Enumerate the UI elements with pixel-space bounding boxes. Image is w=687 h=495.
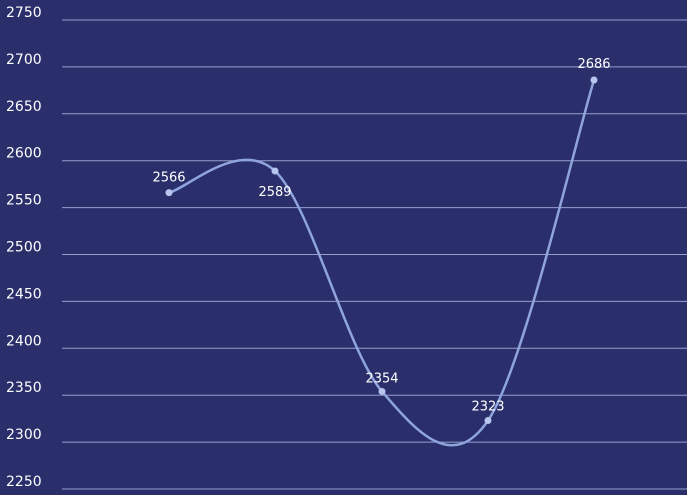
y-tick-label: 2250 [6,474,42,490]
y-tick-label: 2700 [6,52,42,68]
data-points [165,76,598,425]
data-label: 2323 [471,400,504,415]
y-tick-label: 2500 [6,240,42,256]
y-tick-label: 2450 [6,286,42,302]
y-tick-label: 2650 [6,99,42,115]
data-point [590,76,598,84]
data-label: 2354 [365,371,398,386]
y-tick-label: 2300 [6,427,42,443]
y-axis-ticks: 2750 2700 2650 2600 2550 2500 2450 2400 2350 2300… [6,5,42,490]
y-tick-label: 2350 [6,380,42,396]
data-point [484,417,492,425]
data-point [165,189,173,197]
data-labels: 2566 2589 2354 2323 2686 [152,57,610,414]
gridlines [62,19,687,490]
data-label: 2566 [152,171,185,186]
y-tick-label: 2400 [6,333,42,349]
y-tick-label: 2750 [6,5,42,21]
series-line [168,79,596,447]
data-point [271,167,279,175]
y-tick-label: 2550 [6,193,42,209]
data-point [378,387,386,395]
y-tick-label: 2600 [6,146,42,162]
data-label: 2589 [258,185,291,200]
data-label: 2686 [577,57,610,72]
